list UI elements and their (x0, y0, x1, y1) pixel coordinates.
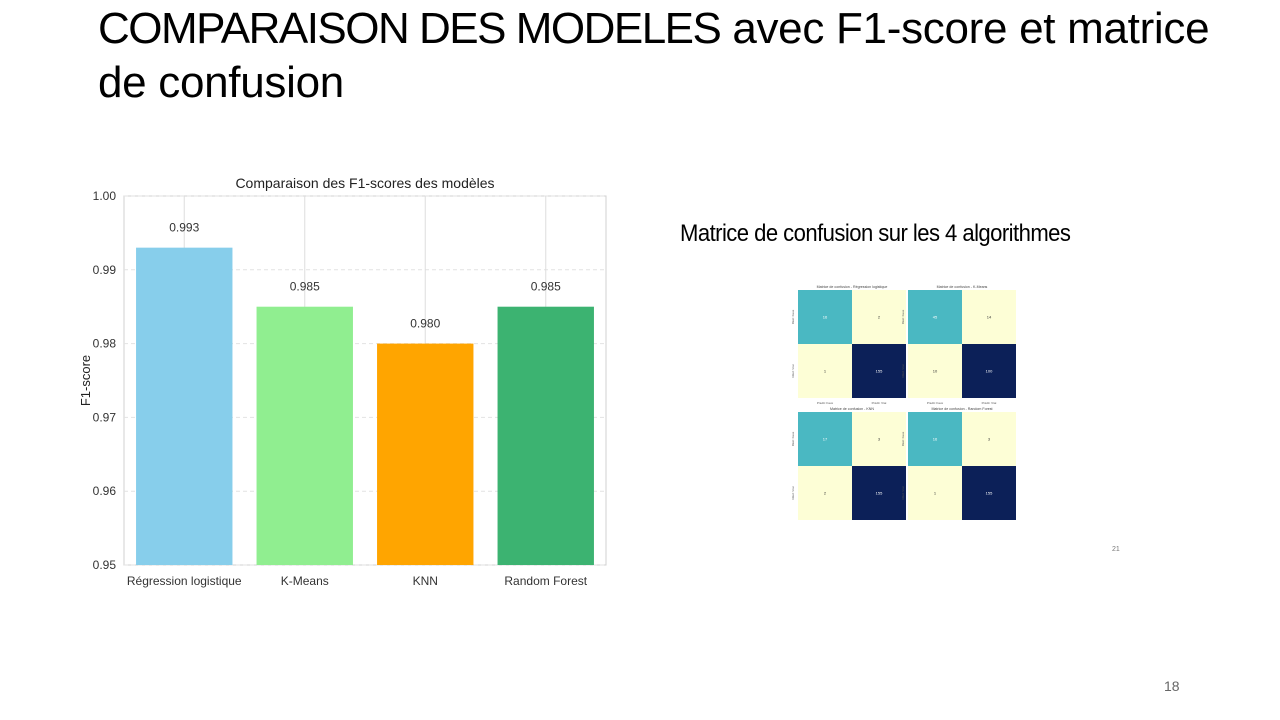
matrix-y-label: Réel: Vrai (791, 486, 795, 499)
matrix-y-label: Réel: Vrai (901, 486, 905, 499)
matrix-cell-value: 2 (878, 315, 881, 320)
bar-4 (497, 306, 594, 565)
matrix-y-label: Réel: Vrai (791, 364, 795, 377)
matrix-cell (908, 466, 962, 520)
matrix-cell-value: 155 (986, 491, 993, 496)
matrix-cell-value: 100 (986, 369, 993, 374)
matrix-x-label: Prédit: Faux (927, 401, 944, 405)
y-tick-label: 0.98 (93, 337, 117, 351)
matrix-cell-value: 1 (824, 369, 827, 374)
matrix-cell-value: 45 (933, 315, 938, 320)
matrix-cell-value: 3 (988, 437, 991, 442)
matrix-cell (798, 344, 852, 398)
matrix-cell (852, 466, 906, 520)
confusion-matrix-1: Matrice de confusion - Régression logist… (791, 285, 906, 405)
matrix-cell-value: 16 (823, 315, 828, 320)
y-tick-label: 0.96 (93, 484, 117, 498)
matrix-x-label: Prédit: Faux (817, 523, 834, 524)
bar-value-label: 0.985 (531, 280, 561, 294)
matrix-cell (962, 344, 1016, 398)
matrix-y-label: Réel: Faux (791, 309, 795, 324)
matrix-cell-value: 17 (823, 437, 828, 442)
confusion-matrix-2: Matrice de confusion - K-Means 45 14 10 100 P… (901, 285, 1016, 405)
slide-title-rest: avec F1-score et matrice de confusion (98, 4, 1210, 107)
y-tick-label: 0.95 (93, 558, 117, 572)
matrix-cell-value: 10 (933, 369, 938, 374)
matrix-cell (852, 412, 906, 466)
f1-score-bar-chart: 0.95 0.96 0.97 0.98 0.99 1.00 0.993 Régression … (78, 175, 607, 588)
x-tick-label: Random Forest (504, 574, 587, 588)
bar-2 (256, 306, 353, 565)
matrix-cell (908, 412, 962, 466)
matrix-title: Matrice de confusion - Random Forest (931, 407, 992, 411)
page-number: 18 (1164, 678, 1180, 694)
matrix-x-label: Prédit: Vrai (982, 401, 997, 405)
matrix-y-label: Réel: Faux (901, 309, 905, 324)
matrix-cell-value: 155 (876, 369, 883, 374)
y-tick-label: 0.99 (93, 263, 117, 277)
matrix-cell-value: 155 (876, 491, 883, 496)
matrix-y-label: Réel: Vrai (901, 364, 905, 377)
matrix-x-label: Prédit: Faux (817, 401, 834, 405)
matrix-title: Matrice de confusion - KNN (830, 407, 874, 411)
chart-title: Comparaison des F1-scores des modèles (235, 175, 494, 191)
matrix-cell-value: 16 (933, 437, 938, 442)
matrix-cell (908, 344, 962, 398)
matrix-title: Matrice de confusion - K-Means (937, 285, 988, 289)
matrix-x-label: Prédit: Vrai (872, 401, 887, 405)
matrix-cell (908, 290, 962, 344)
matrix-cell-value: 14 (987, 315, 992, 320)
matrix-cell-value: 1 (934, 491, 937, 496)
confusion-matrix-grid: Matrice de confusion - Régression logist… (791, 285, 1016, 524)
slide-title: COMPARAISON DES MODELES avec F1-score et… (98, 2, 1218, 110)
bar-value-label: 0.980 (410, 317, 440, 331)
matrix-cell-value: 3 (878, 437, 881, 442)
matrix-cell (798, 412, 852, 466)
matrix-cell (852, 344, 906, 398)
matrix-cell (962, 466, 1016, 520)
matrix-x-label: Prédit: Faux (927, 523, 944, 524)
embedded-page-number: 21 (1112, 546, 1120, 553)
matrix-cell (962, 412, 1016, 466)
bar-3 (377, 343, 474, 565)
x-tick-label: Régression logistique (127, 574, 242, 588)
matrix-cell-value: 2 (824, 491, 827, 496)
confusion-matrix-heading: Matrice de confusion sur les 4 algorithm… (680, 220, 1071, 247)
slide-title-caps: COMPARAISON DES MODELES (98, 4, 722, 53)
matrix-y-label: Réel: Faux (791, 431, 795, 446)
matrix-cell (962, 290, 1016, 344)
x-tick-label: K-Means (281, 574, 329, 588)
matrix-cell (852, 290, 906, 344)
confusion-matrix-4: Matrice de confusion - Random Forest 16 3 1… (901, 407, 1016, 524)
matrix-cell (798, 466, 852, 520)
bar-1 (136, 247, 233, 565)
y-tick-label: 1.00 (93, 189, 117, 203)
bar-value-label: 0.985 (290, 280, 320, 294)
matrix-title: Matrice de confusion - Régression logist… (817, 285, 888, 289)
matrix-x-label: Prédit: Vrai (982, 523, 997, 524)
matrix-y-label: Réel: Faux (901, 431, 905, 446)
x-tick-label: KNN (413, 574, 438, 588)
y-axis-label: F1-score (78, 355, 93, 406)
matrix-x-label: Prédit: Vrai (872, 523, 887, 524)
bar-value-label: 0.993 (169, 221, 199, 235)
y-tick-label: 0.97 (93, 410, 117, 424)
confusion-matrix-3: Matrice de confusion - KNN 17 3 2 155 Prédit:… (791, 407, 906, 524)
matrix-cell (798, 290, 852, 344)
